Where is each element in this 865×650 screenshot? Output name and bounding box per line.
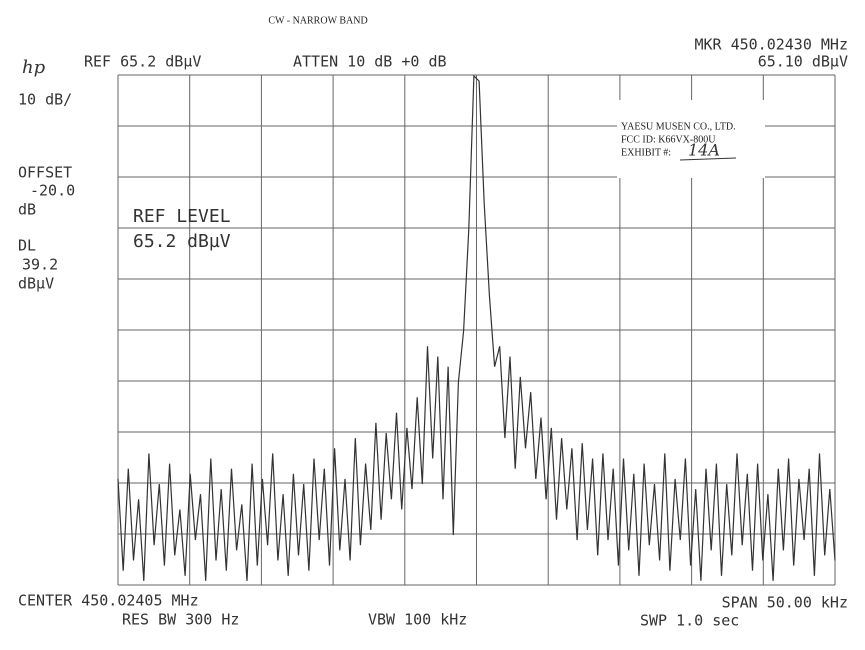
marker-level: 65.10 dBµV	[758, 53, 848, 71]
ref-header: REF 65.2 dBµV	[84, 53, 201, 71]
dl-label: DL	[18, 237, 36, 255]
dl-value: 39.2	[22, 256, 58, 274]
sweep: SWP 1.0 sec	[640, 612, 739, 630]
graticule	[117, 74, 836, 586]
span: SPAN 50.00 kHz	[722, 594, 848, 612]
title: CW - NARROW BAND	[268, 15, 367, 26]
offset-label: OFFSET	[18, 164, 72, 182]
ref-level-value: 65.2 dBµV	[133, 231, 231, 252]
dl-unit: dBµV	[18, 275, 54, 293]
res-bw: RES BW 300 Hz	[122, 611, 239, 629]
offset-value: -20.0	[30, 182, 75, 200]
atten: ATTEN 10 dB +0 dB	[293, 53, 447, 71]
stamp-box	[617, 100, 765, 178]
stamp-underline	[679, 157, 737, 161]
stamp-number: 14A	[688, 141, 720, 160]
stamp-company: YAESU MUSEN CO., LTD.	[621, 121, 736, 132]
logo: hp	[22, 57, 46, 78]
center: CENTER 450.02405 MHz	[18, 592, 199, 610]
scale: 10 dB/	[18, 91, 72, 109]
ref-level-label: REF LEVEL	[133, 206, 231, 227]
vbw: VBW 100 kHz	[368, 611, 467, 629]
marker-freq: MKR 450.02430 MHz	[694, 36, 848, 54]
stamp-exhibit: EXHIBIT #:	[621, 147, 671, 158]
trace	[117, 74, 836, 581]
stamp-fcc: FCC ID: K66VX-800U	[621, 134, 716, 145]
offset-unit: dB	[18, 201, 36, 219]
